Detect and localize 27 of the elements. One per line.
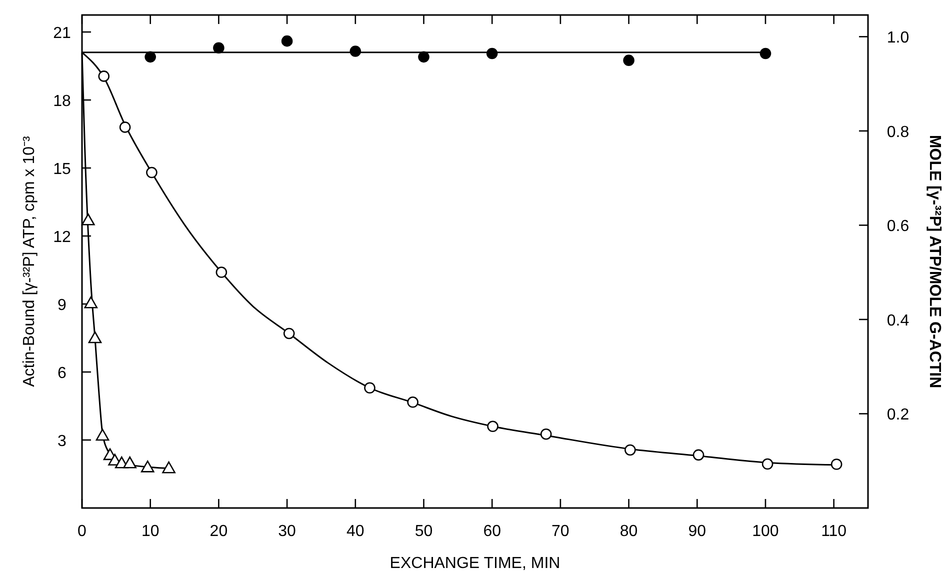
x-tick-label: 70 [552, 523, 570, 540]
y-tick-label: 9 [58, 297, 67, 314]
x-tick-label: 30 [278, 523, 296, 540]
x-tick-label: 0 [78, 523, 87, 540]
x-tick-label: 50 [414, 523, 433, 540]
y2-tick-label: 0.6 [886, 218, 910, 236]
x-tick-label: 80 [620, 523, 638, 540]
y2-tick-label: 0.4 [886, 312, 910, 330]
y2-tick-label: 1.0 [886, 30, 910, 47]
y-tick-label: 12 [53, 229, 71, 246]
y2-axis-title: MOLE [γ-³²P] ATP/MOLE G-ACTIN [926, 134, 943, 388]
x-tick-label: 110 [821, 523, 847, 540]
x-tick-label: 90 [688, 523, 706, 540]
y-tick-label: 15 [53, 161, 71, 178]
x-tick-label: 100 [752, 523, 779, 540]
y2-tick-label: 0.8 [886, 124, 910, 141]
x-tick-label: 60 [483, 523, 502, 540]
x-tick-label: 40 [346, 523, 364, 540]
y-tick-label: 18 [53, 93, 71, 110]
x-tick-label: 10 [141, 523, 160, 540]
y-axis-title: Actin-Bound [γ-³²P] ATP, cpm x 10⁻³ [21, 135, 38, 387]
x-axis-title: EXCHANGE TIME, MIN [390, 555, 560, 572]
y-tick-label: 3 [58, 433, 67, 450]
x-tick-label: 20 [210, 523, 228, 540]
y-tick-label: 21 [53, 25, 71, 42]
y-tick-label: 6 [58, 365, 67, 382]
y2-tick-label: 0.2 [886, 406, 910, 424]
